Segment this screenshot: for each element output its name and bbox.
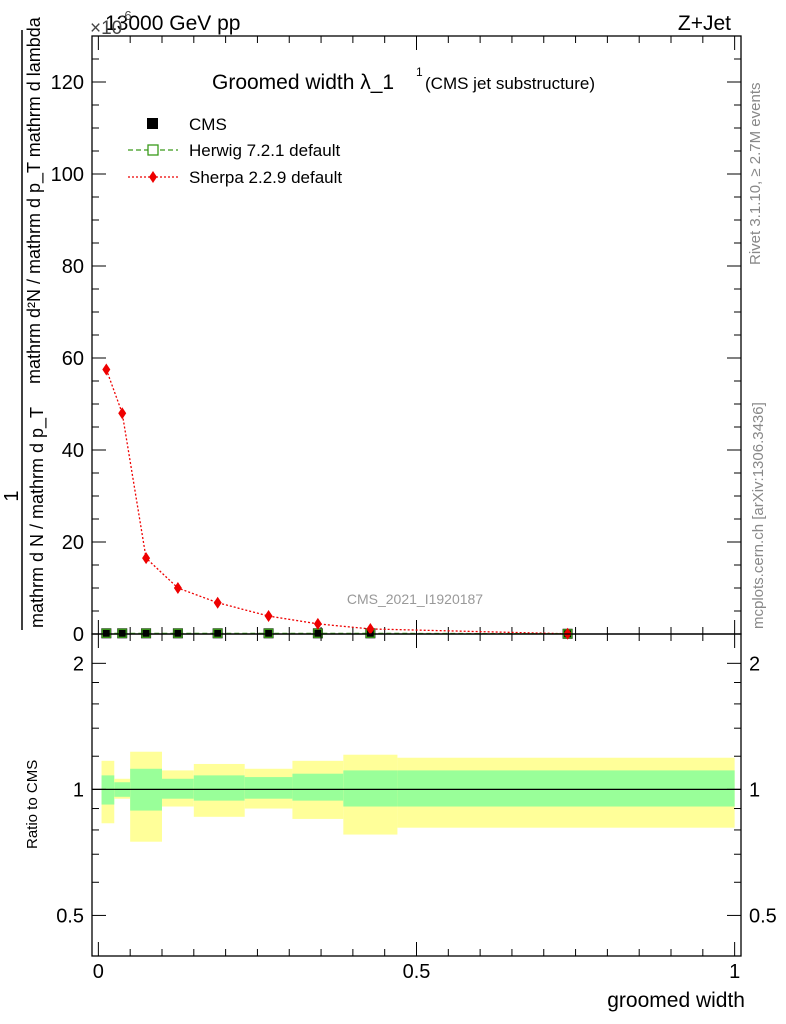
ratio-tick-label: 2 xyxy=(73,653,84,675)
x-axis-label: groomed width xyxy=(607,989,745,1012)
sherpa-data-point xyxy=(313,617,322,630)
stat-uncertainty-band xyxy=(244,777,293,799)
herwig-data-point xyxy=(141,628,151,638)
legend-label: CMS xyxy=(189,115,227,134)
chart-title: Groomed width λ_1 xyxy=(212,71,394,94)
legend-sherpa-marker xyxy=(149,171,157,183)
sherpa-data-point xyxy=(264,610,273,623)
stat-uncertainty-band xyxy=(343,770,398,807)
herwig-data-point xyxy=(173,628,183,638)
ratio-y-label: Ratio to CMS xyxy=(24,760,41,849)
exponent-prefix: ×10 xyxy=(90,18,122,39)
legend-cms-marker xyxy=(147,118,158,129)
herwig-data-point xyxy=(213,628,223,638)
ratio-panel: 0 0.5 1 0.5 0.5 1 1 2 2 xyxy=(56,633,777,983)
y-axis-label-numerator: 1 xyxy=(1,490,23,501)
x-tick-label: 0 xyxy=(93,961,104,983)
herwig-data-point xyxy=(117,628,127,638)
y-tick-label: 120 xyxy=(51,72,84,94)
cms-data-point xyxy=(141,628,152,639)
mcplots-label: mcplots.cern.ch [arXiv:1306.3436] xyxy=(750,402,767,629)
sherpa-data-point xyxy=(173,582,182,594)
stat-uncertainty-band xyxy=(161,778,194,799)
legend-label: Herwig 7.2.1 default xyxy=(189,141,340,160)
legend-herwig-marker xyxy=(147,144,159,156)
chart-subtitle: (CMS jet substructure) xyxy=(425,74,595,93)
ratio-tick-label-right: 2 xyxy=(749,653,760,675)
stat-uncertainty-band xyxy=(193,775,245,801)
cms-data-point xyxy=(312,628,323,639)
y-tick-label: 40 xyxy=(62,440,84,462)
sherpa-data-point xyxy=(102,363,111,376)
cms-data-point xyxy=(212,628,223,639)
cms-data-point xyxy=(117,628,128,639)
stat-uncertainty-band xyxy=(397,770,735,807)
herwig-data-point xyxy=(101,628,111,638)
ratio-tick-label: 0.5 xyxy=(56,905,84,927)
cms-data-point xyxy=(101,628,112,639)
sherpa-data-point xyxy=(213,596,222,609)
ratio-tick-label-right: 1 xyxy=(749,779,760,801)
y-tick-label: 60 xyxy=(62,348,84,370)
sherpa-line xyxy=(105,369,568,635)
ratio-tick-label-right: 0.5 xyxy=(749,905,777,927)
legend: CMS Herwig 7.2.1 default Sherpa 2.2.9 defa… xyxy=(128,115,342,187)
y-tick-label: 20 xyxy=(62,532,84,554)
stat-uncertainty-band xyxy=(292,773,344,801)
main-panel: 0 20 40 60 80 100 120 xyxy=(51,35,742,646)
sherpa-data-point xyxy=(366,622,375,635)
herwig-data-point xyxy=(263,628,274,638)
watermark: CMS_2021_I1920187 xyxy=(347,591,483,607)
exponent: -6 xyxy=(120,8,132,23)
cms-data-point xyxy=(172,628,183,639)
y-axis-label-right: mathrm d²N / mathrm d p_T mathrm d lambd… xyxy=(24,16,45,384)
header-left: 13000 GeV pp xyxy=(105,12,240,35)
sherpa-data-point xyxy=(142,552,151,565)
y-tick-label: 100 xyxy=(51,164,84,186)
y-axis-label-denominator: mathrm d N / mathrm d p_T xyxy=(27,407,48,628)
x-tick-label: 0.5 xyxy=(403,961,431,983)
cms-data-point xyxy=(263,628,274,639)
y-tick-label: 0 xyxy=(73,624,84,646)
header-right: Z+Jet xyxy=(678,12,731,35)
ratio-tick-label: 1 xyxy=(73,779,84,801)
x-tick-label: 1 xyxy=(729,961,740,983)
chart-title-superscript: 1 xyxy=(416,65,423,79)
sherpa-data-point xyxy=(118,407,127,420)
legend-label: Sherpa 2.2.9 default xyxy=(189,168,342,187)
y-tick-label: 80 xyxy=(62,256,84,278)
rivet-label: Rivet 3.1.10, ≥ 2.7M events xyxy=(747,83,764,266)
